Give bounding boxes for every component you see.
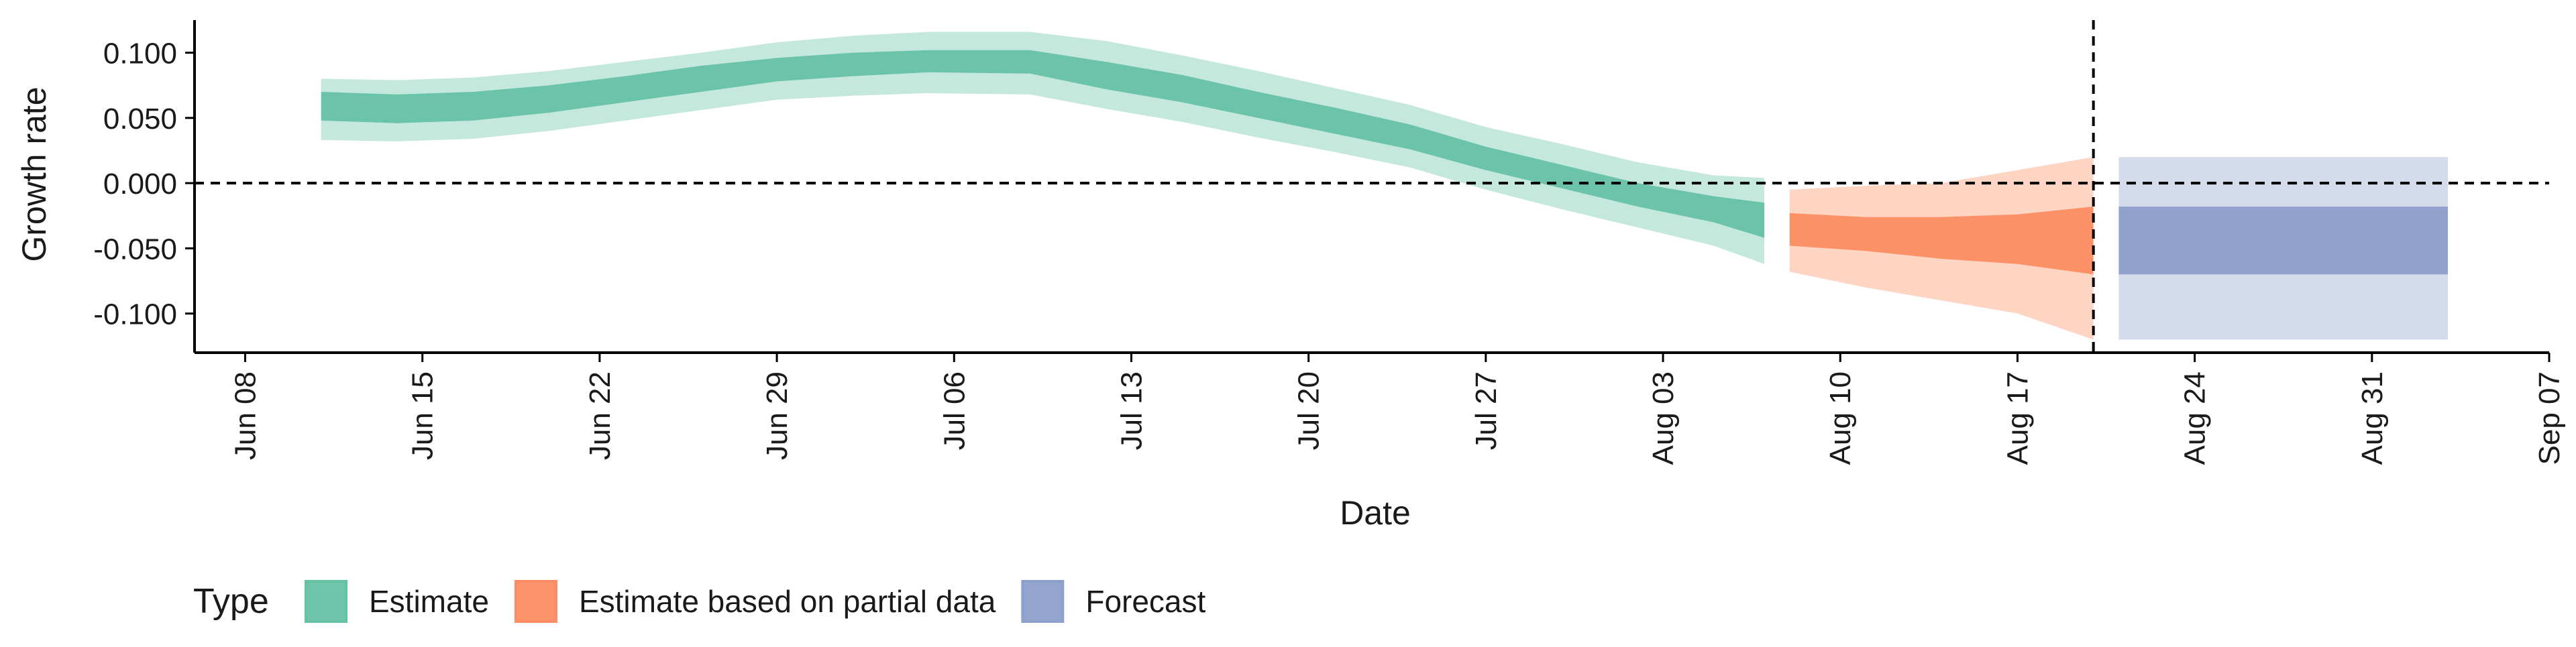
axes: 0.100 0.050 0.000 -0.050 -0.100 Jun 08 Jun 15 J… <box>93 20 2566 465</box>
legend-label-estimate-based-on-partial-data: Estimate based on partial data <box>579 584 996 619</box>
x-tick-label: Jun 15 <box>407 371 439 460</box>
x-tick-label: Sep 07 <box>2533 371 2566 465</box>
x-tick-label: Jul 20 <box>1293 371 1326 450</box>
x-tick-label: Aug 17 <box>2001 371 2034 465</box>
band-layer <box>321 32 2448 340</box>
x-tick-label: Aug 03 <box>1647 371 1680 465</box>
y-tick-label: -0.050 <box>93 233 177 266</box>
legend-item-forecast: Forecast <box>1021 580 1206 623</box>
band-inner-forecast <box>2118 207 2448 275</box>
x-tick-label: Jul 13 <box>1116 371 1148 450</box>
x-tick-label: Aug 10 <box>1824 371 1857 465</box>
x-axis-label: Date <box>1340 494 1411 532</box>
x-tick-label: Jul 27 <box>1470 371 1503 450</box>
band-inner-estimate <box>321 50 1765 238</box>
legend-label-forecast: Forecast <box>1085 584 1205 619</box>
x-tick-label: Jun 22 <box>584 371 616 460</box>
legend-label-estimate: Estimate <box>369 584 489 619</box>
y-tick-label: 0.100 <box>103 38 177 70</box>
legend-key-estimate-based-on-partial-data <box>514 580 557 623</box>
x-tick-label: Jun 29 <box>761 371 794 460</box>
legend-key-forecast <box>1021 580 1065 623</box>
y-tick-label: -0.100 <box>93 298 177 331</box>
band-inner-estimate-based-on-partial-data <box>1789 207 2094 275</box>
legend-item-estimate-based-on-partial-data: Estimate based on partial data <box>514 580 996 623</box>
legend-item-estimate: Estimate <box>305 580 489 623</box>
y-axis-label: Growth rate <box>15 86 53 261</box>
x-tick-label: Aug 24 <box>2179 371 2212 465</box>
reference-lines <box>195 20 2549 353</box>
legend: Type Estimate Estimate based on partial d… <box>193 580 1206 623</box>
x-tick-label: Aug 31 <box>2356 371 2389 465</box>
legend-title: Type <box>193 582 269 621</box>
y-tick-label: 0.000 <box>103 168 177 200</box>
legend-key-estimate <box>305 580 347 623</box>
y-tick-label: 0.050 <box>103 103 177 135</box>
x-tick-label: Jul 06 <box>938 371 971 450</box>
x-tick-label: Jun 08 <box>229 371 262 460</box>
